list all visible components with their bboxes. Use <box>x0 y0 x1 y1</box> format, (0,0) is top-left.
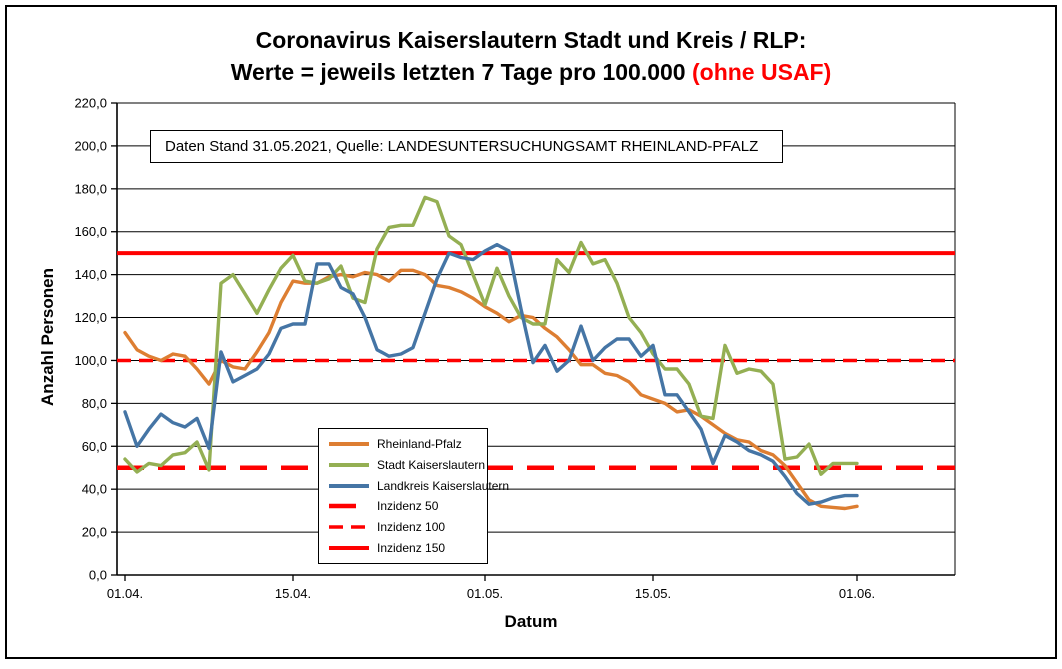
x-axis-title: Datum <box>504 612 558 631</box>
legend-line-swatch <box>329 545 369 550</box>
legend-item-landkreis-kaiserslautern: Landkreis Kaiserslautern <box>328 479 509 493</box>
y-tick-label: 180,0 <box>74 181 107 196</box>
y-tick-label: 200,0 <box>74 138 107 153</box>
chart-title: Coronavirus Kaiserslautern Stadt und Kre… <box>0 24 1062 88</box>
legend-item-stadt-kaiserslautern: Stadt Kaiserslautern <box>328 457 486 472</box>
x-tick-label: 01.04. <box>107 586 143 601</box>
legend-item-inzidenz-100: Inzidenz 100 <box>328 520 483 534</box>
y-tick-label: 20,0 <box>82 525 107 540</box>
legend-line-swatch <box>329 525 369 529</box>
chart-title-usaf-note: (ohne USAF) <box>692 59 832 85</box>
legend-label: Inzidenz 50 <box>377 499 439 514</box>
y-tick-label: 40,0 <box>82 482 107 497</box>
chart-title-line2: Werte = jeweils letzten 7 Tage pro 100.0… <box>230 59 832 85</box>
y-tick-label: 220,0 <box>74 96 107 111</box>
legend-line-swatch <box>329 483 369 488</box>
y-tick-label: 120,0 <box>74 310 107 325</box>
y-tick-label: 160,0 <box>74 224 107 239</box>
y-tick-label: 0,0 <box>89 568 107 583</box>
x-tick-label: 01.06. <box>839 586 875 601</box>
y-tick-label: 60,0 <box>82 439 107 454</box>
legend-label: Rheinland-Pfalz <box>377 437 462 452</box>
legend-line-swatch <box>329 504 369 509</box>
legend: Rheinland-Pfalz Stadt Kaiserslautern Landk… <box>318 428 509 564</box>
legend-line-swatch <box>329 462 369 467</box>
x-tick-label: 15.05. <box>635 586 671 601</box>
x-tick-label: 01.05. <box>467 586 503 601</box>
legend-item-inzidenz-50: Inzidenz 50 <box>328 499 483 513</box>
outer-border <box>5 5 1057 659</box>
series-stadt-kaiserslautern <box>123 195 859 476</box>
legend-label: Stadt Kaiserslautern <box>377 457 486 472</box>
y-axis-title: Anzahl Personen <box>38 268 57 406</box>
legend-label: Landkreis Kaiserslautern <box>377 478 510 493</box>
chart-title-line1: Coronavirus Kaiserslautern Stadt und Kre… <box>255 27 807 53</box>
y-tick-label: 140,0 <box>74 267 107 282</box>
series-rheinland-pfalz <box>123 268 859 511</box>
y-tick-label: 100,0 <box>74 353 107 368</box>
legend-item-rheinland-pfalz: Rheinland-Pfalz <box>328 437 483 451</box>
y-tick-label: 80,0 <box>82 396 107 411</box>
legend-label: Inzidenz 150 <box>377 540 446 555</box>
legend-label: Inzidenz 100 <box>377 519 446 534</box>
series-landkreis-kaiserslautern <box>123 242 859 506</box>
data-source-box: Daten Stand 31.05.2021, Quelle: LANDESUN… <box>150 130 783 163</box>
legend-item-inzidenz-150: Inzidenz 150 <box>328 541 483 555</box>
legend-line-swatch <box>329 442 369 447</box>
x-tick-label: 15.04. <box>275 586 311 601</box>
